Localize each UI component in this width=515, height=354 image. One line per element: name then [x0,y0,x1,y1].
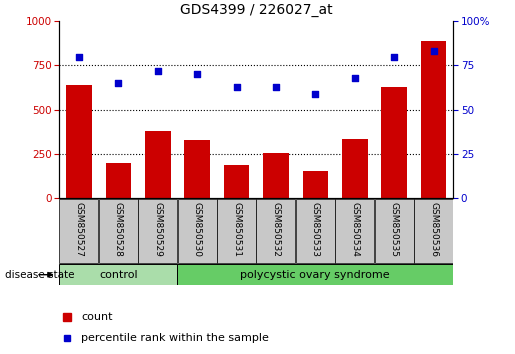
Title: GDS4399 / 226027_at: GDS4399 / 226027_at [180,4,333,17]
Text: control: control [99,270,138,280]
Point [272,84,280,90]
Bar [217,199,256,263]
Text: disease state: disease state [5,270,75,280]
Bar [59,199,98,263]
Point [430,48,438,54]
Bar [184,140,210,198]
Text: GSM850536: GSM850536 [429,202,438,257]
Bar [296,199,335,263]
Bar [302,171,328,198]
Bar [381,87,407,198]
Bar [421,41,447,198]
Bar [335,199,374,263]
Point [114,80,123,86]
Text: GSM850534: GSM850534 [350,202,359,257]
Bar [138,199,177,263]
Text: GSM850527: GSM850527 [75,202,83,257]
Bar [263,153,289,198]
Bar [224,166,249,198]
Text: polycystic ovary syndrome: polycystic ovary syndrome [241,270,390,280]
Text: GSM850535: GSM850535 [390,202,399,257]
Point [153,68,162,74]
Text: GSM850528: GSM850528 [114,202,123,257]
Bar [178,199,217,263]
Point [193,72,201,77]
Text: GSM850529: GSM850529 [153,202,162,257]
Text: GSM850531: GSM850531 [232,202,241,257]
Text: GSM850532: GSM850532 [271,202,280,257]
Point [75,54,83,59]
Bar [145,131,170,198]
Point [351,75,359,81]
Bar [414,199,453,263]
Text: count: count [81,312,112,322]
Text: GSM850533: GSM850533 [311,202,320,257]
Bar [374,199,414,263]
Point [390,54,398,59]
Bar [66,85,92,198]
Text: GSM850530: GSM850530 [193,202,201,257]
Bar [59,264,177,285]
Text: percentile rank within the sample: percentile rank within the sample [81,332,269,343]
Point [311,91,319,97]
Bar [99,199,138,263]
Point [232,84,241,90]
Bar [106,163,131,198]
Bar [177,264,453,285]
Bar [256,199,296,263]
Bar [342,139,368,198]
